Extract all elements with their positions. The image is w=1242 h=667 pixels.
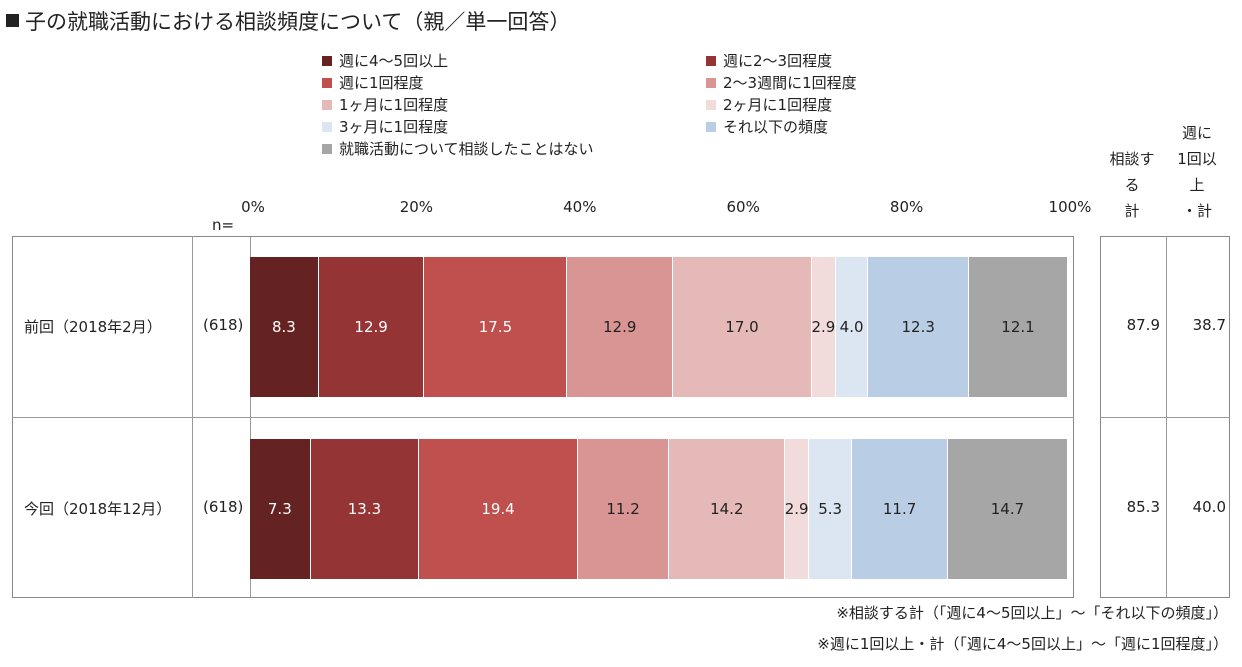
data-label: 17.5 xyxy=(478,318,513,336)
chart-title-text: 子の就職活動における相談頻度について（親／単一回答） xyxy=(25,10,571,34)
legend-item: 3ヶ月に1回程度 xyxy=(322,116,448,137)
data-label: 8.3 xyxy=(272,318,296,336)
total-weekly-value: 40.0 xyxy=(1192,498,1226,516)
data-label: 19.4 xyxy=(481,500,515,518)
legend-swatch xyxy=(706,121,716,132)
data-label: 13.3 xyxy=(347,500,382,518)
x-tick-label: 100% xyxy=(1048,198,1092,216)
row-n-value: (618) xyxy=(203,316,244,334)
bar-segment: 2.9 xyxy=(811,257,835,397)
legend-item: 就職活動について相談したことはない xyxy=(322,138,594,159)
data-label: 12.9 xyxy=(354,318,388,336)
bar-segment: 12.9 xyxy=(566,257,672,397)
data-label: 7.3 xyxy=(267,500,292,518)
header-line: 1回以 xyxy=(1177,150,1217,168)
legend-item: 2ヶ月に1回程度 xyxy=(706,94,832,115)
data-label: 12.1 xyxy=(1001,318,1035,336)
header-line: ・計 xyxy=(1181,202,1212,220)
data-label: 17.0 xyxy=(725,318,759,336)
legend-label: 1ヶ月に1回程度 xyxy=(339,96,449,114)
bar-segment: 2.9 xyxy=(784,439,809,579)
legend-label: 週に1回程度 xyxy=(339,74,424,92)
bar-segment: 8.3 xyxy=(250,257,318,397)
total-consult-value: 87.9 xyxy=(1126,316,1160,334)
data-label: 4.0 xyxy=(839,318,864,336)
data-label: 5.3 xyxy=(818,500,843,518)
x-tick-label: 40% xyxy=(563,198,597,216)
legend-swatch xyxy=(706,77,716,88)
legend-label: 就職活動について相談したことはない xyxy=(339,140,594,158)
legend-swatch xyxy=(706,55,716,66)
bar-segment: 14.7 xyxy=(946,439,1067,579)
legend-swatch xyxy=(322,143,332,154)
data-label: 11.7 xyxy=(882,500,917,518)
header-total-consult: 相談する計 xyxy=(1106,146,1158,224)
legend-item: 1ヶ月に1回程度 xyxy=(322,94,448,115)
total-weekly-value: 38.7 xyxy=(1192,316,1226,334)
chart-title: 子の就職活動における相談頻度について（親／単一回答） xyxy=(6,6,570,36)
note-weekly-total: ※週に1回以上・計（「週に4～5回以上」～「週に1回程度」） xyxy=(817,635,1228,653)
legend-label: 2ヶ月に1回程度 xyxy=(723,96,833,114)
header-line: 相談す xyxy=(1109,150,1155,168)
header-total-weekly: 週に 1回以上・計 xyxy=(1171,120,1223,224)
row-label: 前回（2018年2月） xyxy=(24,318,162,336)
header-line: る xyxy=(1124,176,1140,194)
bar-segment: 5.3 xyxy=(808,439,852,579)
bar-segment: 19.4 xyxy=(418,439,577,579)
bar-segment: 17.0 xyxy=(671,257,811,397)
bar-segment: 7.3 xyxy=(250,439,310,579)
bar-segment: 11.2 xyxy=(576,439,669,579)
legend-item: 2～3週間に1回程度 xyxy=(706,72,857,93)
header-line: 上 xyxy=(1189,176,1205,194)
row-divider xyxy=(12,417,1074,418)
legend-item: 週に1回程度 xyxy=(322,72,424,93)
totals-row-divider xyxy=(1100,417,1230,418)
data-label: 2.9 xyxy=(811,318,836,336)
legend-swatch xyxy=(322,55,332,66)
note-consult-total: ※相談する計（「週に4～5回以上」～「それ以下の頻度」） xyxy=(836,604,1228,622)
legend-label: 3ヶ月に1回程度 xyxy=(339,118,449,136)
data-label: 2.9 xyxy=(784,500,809,518)
x-tick-label: 80% xyxy=(889,198,924,216)
bar-segment: 17.5 xyxy=(423,257,567,397)
legend-label: 週に2～3回程度 xyxy=(723,52,833,70)
legend-item: 週に4～5回以上 xyxy=(322,50,448,71)
legend-item: それ以下の頻度 xyxy=(706,116,828,137)
bar-segment: 12.1 xyxy=(968,257,1067,397)
total-consult-value: 85.3 xyxy=(1126,498,1160,516)
data-label: 12.9 xyxy=(603,318,637,336)
data-label: 14.2 xyxy=(710,500,744,518)
legend-swatch xyxy=(322,121,332,132)
legend-swatch xyxy=(322,77,332,88)
header-line: 週に xyxy=(1181,124,1212,142)
data-label: 14.7 xyxy=(990,500,1025,518)
bar-segment: 12.3 xyxy=(867,257,969,397)
x-tick-label: 20% xyxy=(399,198,434,216)
bar-segment: 12.9 xyxy=(317,257,424,397)
title-square-icon xyxy=(6,14,19,27)
data-label: 11.2 xyxy=(606,500,640,518)
legend-swatch xyxy=(706,99,716,110)
data-label: 12.3 xyxy=(901,318,935,336)
bar-segment: 14.2 xyxy=(668,439,785,579)
legend-item: 週に2～3回程度 xyxy=(706,50,832,71)
legend-label: それ以下の頻度 xyxy=(723,118,829,136)
row-label: 今回（2018年12月） xyxy=(24,500,172,518)
row-n-value: (618) xyxy=(203,498,244,516)
bar-segment: 4.0 xyxy=(834,257,868,397)
bar-segment: 13.3 xyxy=(309,439,419,579)
legend-label: 2～3週間に1回程度 xyxy=(723,74,857,92)
bar-segment: 11.7 xyxy=(851,439,947,579)
x-tick-label: 60% xyxy=(726,198,760,216)
legend-swatch xyxy=(322,99,332,110)
x-tick-label: 0% xyxy=(241,198,265,216)
header-line: 計 xyxy=(1124,202,1140,220)
legend-label: 週に4～5回以上 xyxy=(339,52,449,70)
n-label: n= xyxy=(212,216,235,234)
